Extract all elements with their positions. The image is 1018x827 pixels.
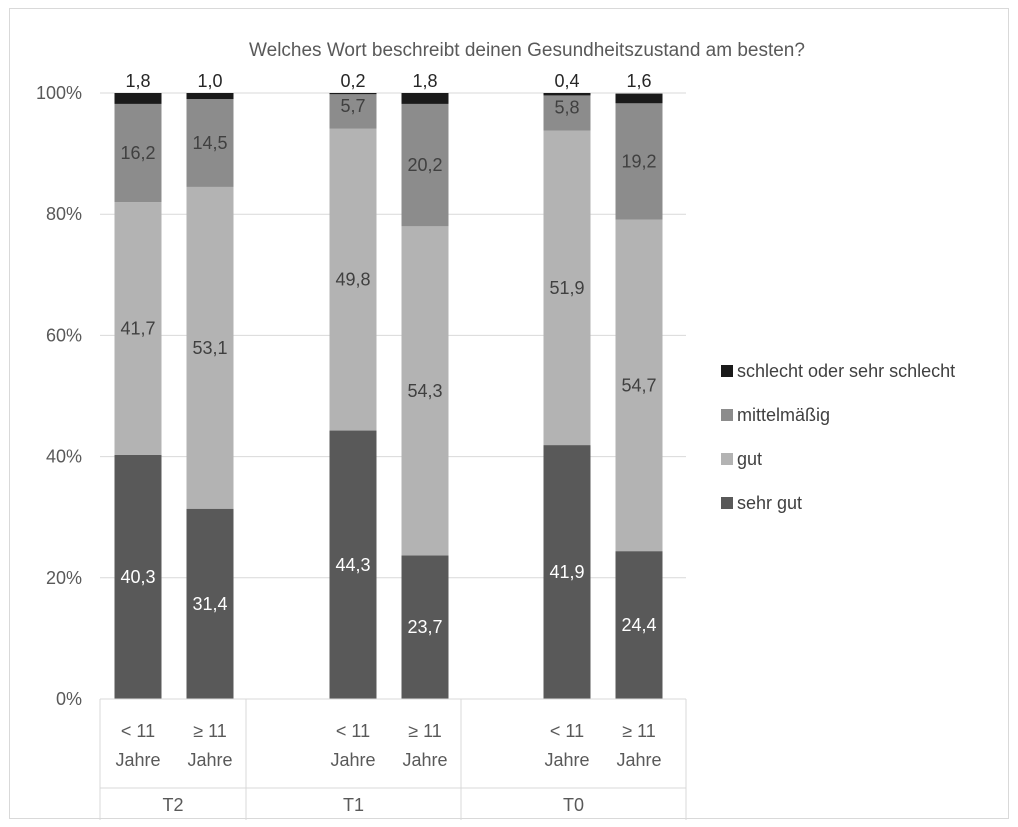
data-label: 41,7 [120, 318, 155, 338]
bar-segment [114, 454, 162, 699]
data-label: 0,2 [340, 71, 365, 91]
bar-segment [615, 219, 663, 552]
data-label: 41,9 [549, 562, 584, 582]
category-label: < 11 [121, 721, 155, 741]
legend-swatch [721, 453, 733, 465]
legend-swatch [721, 409, 733, 421]
legend-swatch [721, 497, 733, 509]
bar-segment [329, 94, 377, 129]
data-label: 31,4 [192, 594, 227, 614]
y-tick-label: 60% [46, 325, 82, 345]
legend-label: schlecht oder sehr schlecht [737, 361, 955, 381]
data-label: 16,2 [120, 143, 155, 163]
legend-label: gut [737, 449, 762, 469]
bar-segment [543, 93, 591, 96]
data-label: 24,4 [621, 615, 656, 635]
legend-label: sehr gut [737, 493, 802, 513]
data-label: 40,3 [120, 567, 155, 587]
bar-segment [114, 103, 162, 203]
bar-segment [329, 128, 377, 431]
bar-segment [186, 186, 234, 509]
data-label: 0,4 [554, 71, 579, 91]
data-label: 5,7 [340, 96, 365, 116]
data-label: 14,5 [192, 133, 227, 153]
group-label: T1 [343, 795, 364, 815]
bar-segment [329, 430, 377, 699]
category-label: Jahre [187, 750, 232, 770]
bar-segment [401, 555, 449, 699]
bar-segment [186, 508, 234, 699]
category-label: < 11 [336, 721, 370, 741]
data-label: 1,8 [412, 71, 437, 91]
bar-segment [401, 93, 449, 104]
chart-title: Welches Wort beschreibt deinen Gesundhei… [249, 40, 805, 61]
bar-segment [615, 103, 663, 220]
category-label: < 11 [550, 721, 584, 741]
y-tick-label: 40% [46, 447, 82, 467]
bar-segment [114, 202, 162, 455]
y-tick-label: 100% [36, 83, 82, 103]
data-label: 5,8 [554, 97, 579, 117]
group-label: T0 [563, 795, 584, 815]
bar-segment [543, 130, 591, 446]
y-tick-label: 80% [46, 204, 82, 224]
data-label: 19,2 [621, 151, 656, 171]
category-label: Jahre [115, 750, 160, 770]
data-label: 53,1 [192, 338, 227, 358]
bar-segment [615, 551, 663, 699]
group-label: T2 [162, 795, 183, 815]
data-label: 49,8 [335, 270, 370, 290]
category-label: ≥ 11 [193, 721, 227, 741]
category-label: Jahre [544, 750, 589, 770]
stacked-bar-chart: Welches Wort beschreibt deinen Gesundhei… [36, 40, 955, 820]
category-label: Jahre [616, 750, 661, 770]
data-label: 20,2 [407, 155, 442, 175]
data-label: 1,8 [125, 71, 150, 91]
data-label: 23,7 [407, 617, 442, 637]
category-label: ≥ 11 [622, 721, 656, 741]
bar-segment [186, 99, 234, 187]
bar-segment [615, 93, 663, 104]
bar-segment [186, 93, 234, 100]
y-tick-label: 0% [56, 689, 82, 709]
bar-segment [114, 93, 162, 104]
bar-segment [543, 95, 591, 131]
category-label: Jahre [330, 750, 375, 770]
category-label: ≥ 11 [408, 721, 442, 741]
bar-segment [329, 93, 377, 95]
bar-segment [401, 226, 449, 556]
legend-label: mittelmäßig [737, 405, 830, 425]
bar-segment [543, 445, 591, 699]
legend-swatch [721, 365, 733, 377]
data-label: 1,0 [197, 71, 222, 91]
data-label: 54,3 [407, 381, 442, 401]
data-label: 51,9 [549, 278, 584, 298]
bar-segment [401, 103, 449, 227]
y-tick-label: 20% [46, 568, 82, 588]
category-label: Jahre [402, 750, 447, 770]
data-label: 44,3 [335, 555, 370, 575]
chart-frame: Welches Wort beschreibt deinen Gesundhei… [9, 8, 1009, 820]
data-label: 54,7 [621, 375, 656, 395]
data-label: 1,6 [626, 71, 651, 91]
